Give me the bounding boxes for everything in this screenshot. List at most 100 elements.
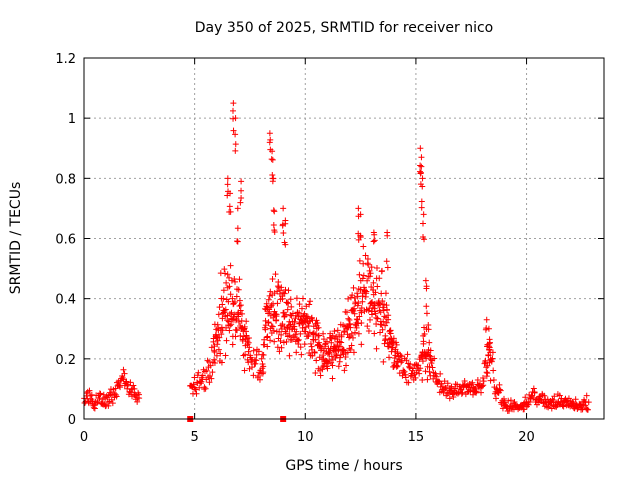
- data-point: [324, 338, 331, 345]
- data-point: [309, 352, 316, 359]
- data-point: [226, 283, 233, 290]
- data-point: [383, 319, 390, 326]
- data-point: [473, 388, 480, 395]
- data-point: [374, 265, 381, 272]
- data-point: [276, 328, 283, 335]
- data-point: [192, 386, 199, 393]
- data-point: [369, 311, 376, 318]
- data-point: [343, 362, 350, 369]
- data-point: [226, 203, 233, 210]
- data-point: [282, 220, 289, 227]
- data-point: [305, 322, 312, 329]
- data-point: [356, 257, 363, 264]
- data-point: [371, 300, 378, 307]
- data-point: [437, 370, 444, 377]
- data-point: [246, 344, 253, 351]
- data-point: [230, 115, 237, 122]
- data-point: [292, 331, 299, 338]
- data-point: [203, 367, 210, 374]
- x-axis-label: GPS time / hours: [285, 458, 402, 474]
- data-point: [386, 354, 393, 361]
- data-point: [226, 327, 233, 334]
- data-point: [383, 258, 390, 265]
- data-point: [235, 318, 242, 325]
- data-point: [480, 375, 487, 382]
- data-point: [229, 107, 236, 114]
- data-point: [399, 372, 406, 379]
- data-point: [307, 298, 314, 305]
- data-point: [333, 352, 340, 359]
- data-point: [373, 345, 380, 352]
- data-point: [334, 342, 341, 349]
- data-point: [484, 343, 491, 350]
- data-point: [407, 361, 414, 368]
- data-point: [422, 368, 429, 375]
- data-point: [227, 190, 234, 197]
- data-point: [424, 376, 431, 383]
- data-point: [221, 307, 228, 314]
- data-point: [284, 306, 291, 313]
- data-point: [365, 327, 372, 334]
- data-point: [448, 383, 455, 390]
- data-point: [250, 347, 257, 354]
- data-point: [352, 299, 359, 306]
- data-point: [357, 286, 364, 293]
- data-point: [427, 347, 434, 354]
- data-point: [479, 383, 486, 390]
- data-point: [569, 399, 576, 406]
- data-point: [209, 369, 216, 376]
- data-point: [281, 313, 288, 320]
- data-point: [450, 393, 457, 400]
- data-point: [425, 326, 432, 333]
- data-point: [97, 391, 104, 398]
- data-point: [245, 339, 252, 346]
- data-point: [379, 298, 386, 305]
- data-point: [420, 211, 427, 218]
- data-point: [216, 334, 223, 341]
- data-point: [500, 395, 507, 402]
- data-point: [292, 312, 299, 319]
- data-point: [269, 171, 276, 178]
- data-point: [351, 310, 358, 317]
- data-point: [366, 273, 373, 280]
- data-point: [329, 332, 336, 339]
- data-point: [227, 208, 234, 215]
- data-point: [286, 332, 293, 339]
- data-point: [402, 374, 409, 381]
- data-point: [252, 360, 259, 367]
- data-point: [275, 278, 282, 285]
- data-point: [483, 325, 490, 332]
- data-point: [268, 322, 275, 329]
- data-point: [266, 139, 273, 146]
- data-point: [296, 301, 303, 308]
- data-point: [255, 348, 262, 355]
- data-point: [266, 130, 273, 137]
- data-point: [312, 336, 319, 343]
- data-point: [277, 337, 284, 344]
- data-point: [196, 384, 203, 391]
- data-point: [489, 349, 496, 356]
- data-point: [282, 330, 289, 337]
- data-point: [362, 252, 369, 259]
- data-point: [467, 387, 474, 394]
- data-point: [256, 376, 263, 383]
- data-point: [501, 399, 508, 406]
- data-point: [208, 375, 215, 382]
- data-point: [337, 354, 344, 361]
- data-point: [260, 369, 267, 376]
- data-point: [299, 324, 306, 331]
- data-point: [354, 316, 361, 323]
- data-point: [229, 295, 236, 302]
- data-point: [301, 341, 308, 348]
- data-point: [305, 332, 312, 339]
- data-point: [356, 271, 363, 278]
- data-point: [480, 378, 487, 385]
- data-point: [468, 381, 475, 388]
- data-point: [430, 375, 437, 382]
- data-point: [235, 286, 242, 293]
- data-point: [487, 377, 494, 384]
- data-point: [253, 357, 260, 364]
- data-point: [238, 178, 245, 185]
- data-point: [109, 400, 116, 407]
- data-point: [358, 319, 365, 326]
